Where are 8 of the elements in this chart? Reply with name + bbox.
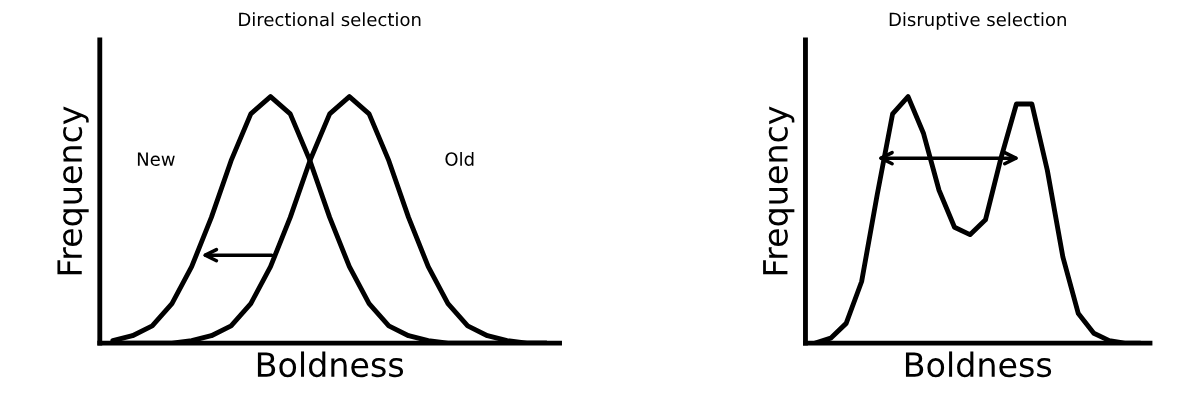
text: New — [137, 152, 175, 166]
chart-title: Disruptive selection — [889, 12, 1066, 30]
text: Old — [445, 151, 474, 166]
chart-title: Directional selection — [239, 12, 421, 27]
x-axis-title: Boldness — [257, 351, 404, 378]
y-axis-title: Frequency — [763, 106, 795, 275]
y-axis-title: Frequency — [57, 106, 89, 275]
x-axis-title: Boldness — [905, 351, 1052, 378]
